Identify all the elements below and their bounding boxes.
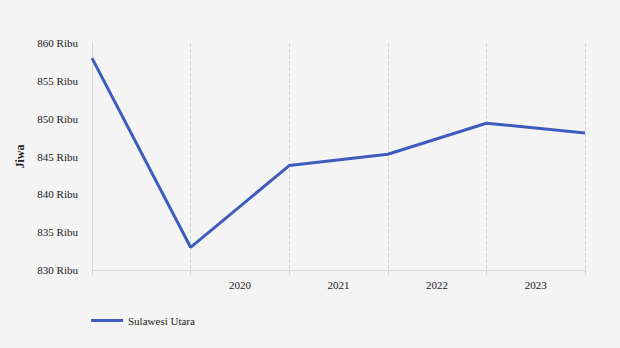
svg-text:2022: 2022 (426, 279, 448, 291)
svg-text:Jiwa: Jiwa (13, 145, 27, 169)
svg-text:845 Ribu: 845 Ribu (37, 151, 78, 163)
svg-text:835 Ribu: 835 Ribu (37, 226, 78, 238)
svg-text:860 Ribu: 860 Ribu (37, 37, 78, 49)
svg-text:Sulawesi Utara: Sulawesi Utara (128, 315, 195, 327)
svg-text:830 Ribu: 830 Ribu (37, 264, 78, 276)
svg-text:2023: 2023 (525, 279, 548, 291)
svg-text:855 Ribu: 855 Ribu (37, 75, 78, 87)
svg-text:2020: 2020 (229, 279, 252, 291)
svg-text:2021: 2021 (328, 279, 350, 291)
svg-text:850 Ribu: 850 Ribu (37, 113, 78, 125)
svg-text:840 Ribu: 840 Ribu (37, 188, 78, 200)
